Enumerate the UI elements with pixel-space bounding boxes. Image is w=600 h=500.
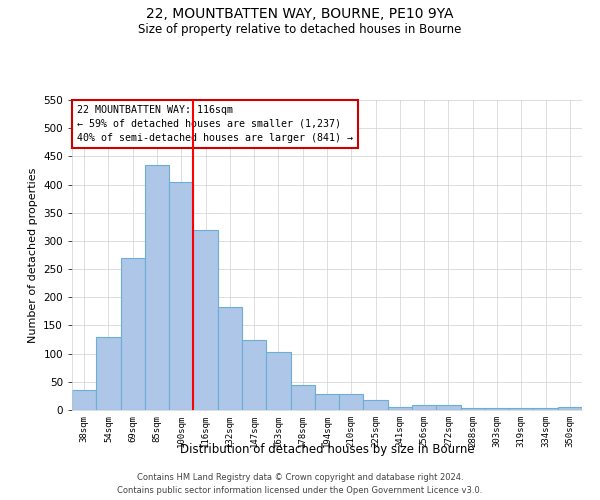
Bar (436, 406, 461, 410)
Bar (461, 408, 485, 410)
Bar (218, 307, 242, 410)
Bar (339, 394, 364, 410)
Bar (290, 384, 315, 410)
Bar (72, 390, 96, 410)
Bar (412, 406, 436, 410)
Text: Size of property relative to detached houses in Bourne: Size of property relative to detached ho… (139, 22, 461, 36)
Bar (388, 407, 412, 410)
Bar (121, 258, 145, 410)
Bar (145, 165, 169, 410)
Bar (485, 408, 509, 410)
Text: Distribution of detached houses by size in Bourne: Distribution of detached houses by size … (179, 442, 475, 456)
Bar (96, 336, 121, 410)
Bar (558, 406, 582, 410)
Bar (266, 352, 290, 410)
Bar (509, 408, 533, 410)
Text: Contains HM Land Registry data © Crown copyright and database right 2024.
Contai: Contains HM Land Registry data © Crown c… (118, 474, 482, 495)
Bar (315, 394, 339, 410)
Bar (193, 230, 218, 410)
Bar (242, 340, 266, 410)
Text: 22, MOUNTBATTEN WAY, BOURNE, PE10 9YA: 22, MOUNTBATTEN WAY, BOURNE, PE10 9YA (146, 8, 454, 22)
Y-axis label: Number of detached properties: Number of detached properties (28, 168, 38, 342)
Bar (364, 400, 388, 410)
Bar (169, 182, 193, 410)
Text: 22 MOUNTBATTEN WAY: 116sqm
← 59% of detached houses are smaller (1,237)
40% of s: 22 MOUNTBATTEN WAY: 116sqm ← 59% of deta… (77, 104, 353, 142)
Bar (533, 408, 558, 410)
